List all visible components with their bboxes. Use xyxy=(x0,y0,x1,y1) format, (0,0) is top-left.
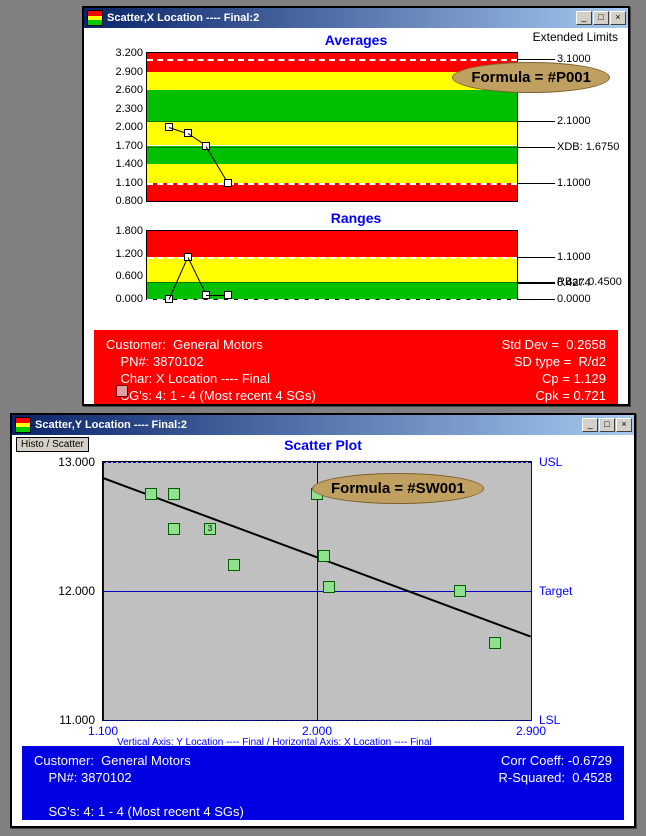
close-icon[interactable]: × xyxy=(616,418,632,432)
titlebar[interactable]: Scatter,Y Location ---- Final:2 _ □ × xyxy=(12,415,634,435)
app-icon xyxy=(15,417,31,433)
ranges-chart: 0.0000.6001.2001.8001.1000RBar: 0.45000.… xyxy=(146,230,518,300)
minimize-icon[interactable]: _ xyxy=(576,11,592,25)
minimize-icon[interactable]: _ xyxy=(582,418,598,432)
window-title: Scatter,X Location ---- Final:2 xyxy=(107,12,259,24)
app-icon xyxy=(87,10,103,26)
maximize-icon[interactable]: □ xyxy=(593,11,609,25)
window-scatter-x: Scatter,X Location ---- Final:2 _ □ × Ex… xyxy=(82,6,630,406)
info-panel: Customer: General Motors PN#: 3870102 SG… xyxy=(22,746,624,820)
window-title: Scatter,Y Location ---- Final:2 xyxy=(35,419,187,431)
histo-scatter-button[interactable]: Histo / Scatter xyxy=(16,437,89,452)
close-icon[interactable]: × xyxy=(610,11,626,25)
info-panel: Customer: General Motors PN#: 3870102 Ch… xyxy=(94,330,618,404)
extended-limits-label: Extended Limits xyxy=(533,30,618,44)
scatter-chart: 11.00012.00013.0001.1002.0002.900USLTarg… xyxy=(102,461,532,721)
ranges-title: Ranges xyxy=(84,206,628,226)
titlebar[interactable]: Scatter,X Location ---- Final:2 _ □ × xyxy=(84,8,628,28)
formula-badge: Formula = #SW001 xyxy=(312,473,484,504)
formula-badge: Formula = #P001 xyxy=(452,62,610,93)
window-scatter-y: Scatter,Y Location ---- Final:2 _ □ × Hi… xyxy=(10,413,636,828)
maximize-icon[interactable]: □ xyxy=(599,418,615,432)
scatter-title: Scatter Plot xyxy=(12,435,634,453)
